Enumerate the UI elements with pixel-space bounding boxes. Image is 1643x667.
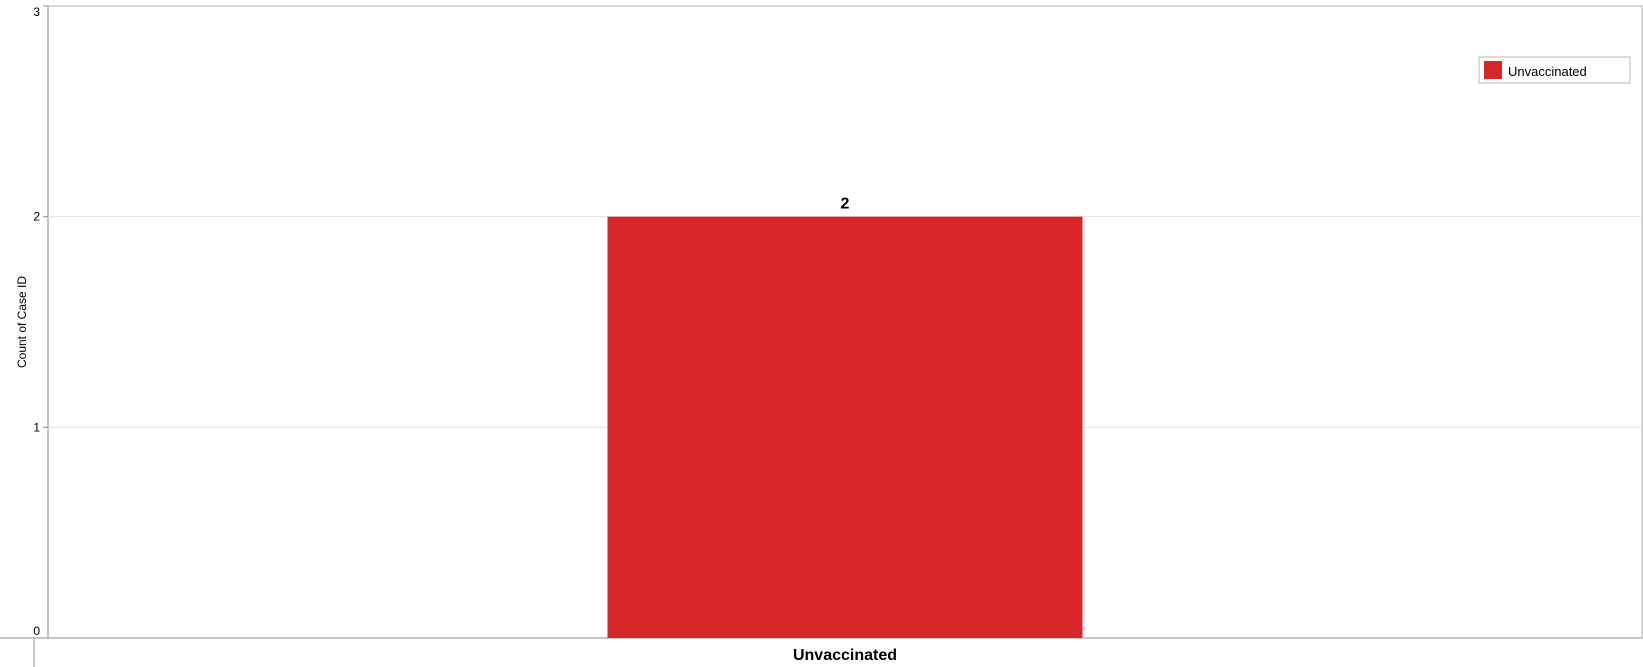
bar	[607, 216, 1083, 638]
data-labels: 2	[841, 196, 850, 213]
bar-value-label: 2	[841, 196, 850, 213]
y-tick-label: 2	[33, 210, 40, 224]
legend-box	[1478, 56, 1631, 84]
bars	[607, 216, 1083, 638]
legend: Unvaccinated	[1478, 56, 1631, 84]
legend-swatch	[1484, 61, 1502, 79]
x-axis-categories: Unvaccinated	[793, 647, 897, 664]
y-tick-label: 3	[33, 5, 40, 19]
legend-label: Unvaccinated	[1508, 64, 1587, 79]
y-tick-label: 1	[33, 420, 40, 434]
x-category-label: Unvaccinated	[793, 647, 897, 664]
y-tick-label: 0	[33, 624, 40, 638]
y-axis-title: Count of Case ID	[15, 276, 29, 368]
y-axis-ticks: 0 1 2 3	[33, 5, 48, 639]
